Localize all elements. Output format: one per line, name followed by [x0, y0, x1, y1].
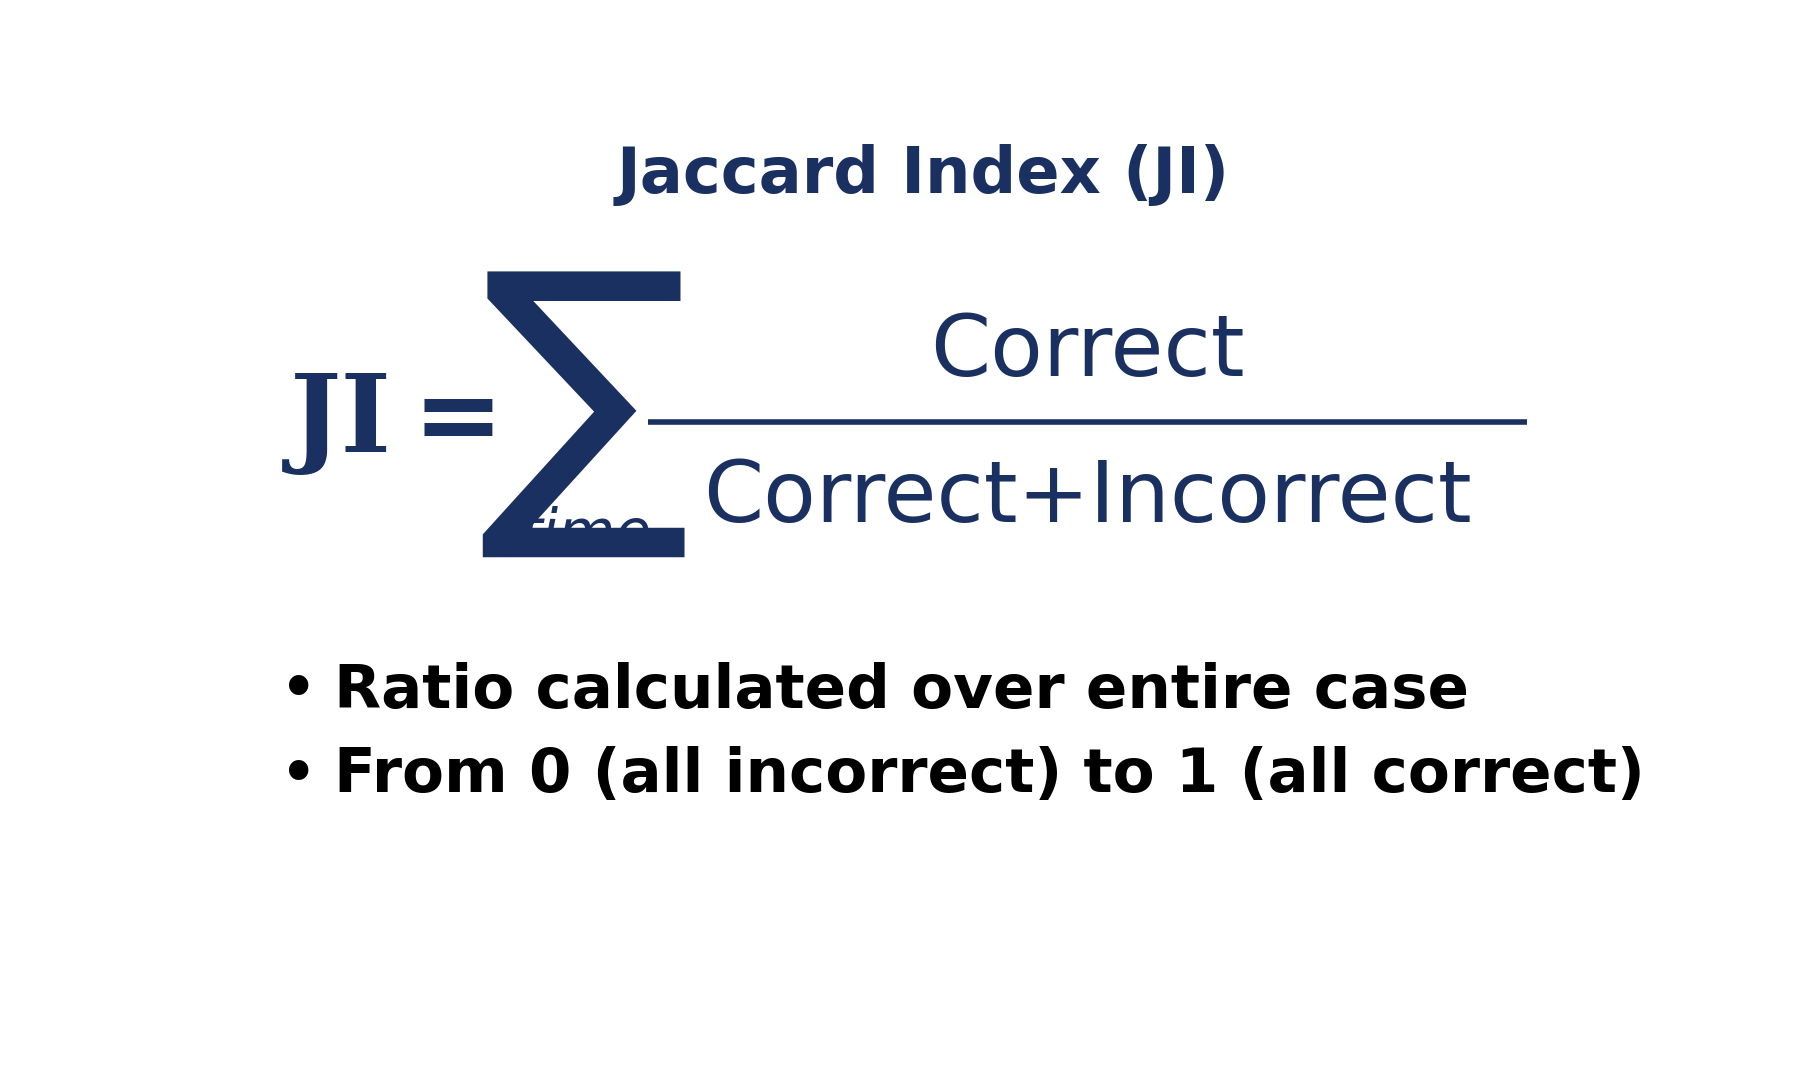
Text: •: • — [279, 743, 319, 808]
Text: $\sum$: $\sum$ — [477, 269, 686, 559]
Text: From 0 (all incorrect) to 1 (all correct): From 0 (all incorrect) to 1 (all correct… — [333, 746, 1644, 805]
Text: time: time — [519, 506, 652, 563]
Text: Jaccard Index (JI): Jaccard Index (JI) — [616, 144, 1230, 206]
Text: Correct+Incorrect: Correct+Incorrect — [702, 457, 1471, 540]
Text: Correct: Correct — [929, 311, 1244, 393]
Text: JI: JI — [290, 369, 393, 474]
Text: Ratio calculated over entire case: Ratio calculated over entire case — [333, 661, 1468, 720]
Text: •: • — [279, 658, 319, 725]
Text: =: = — [412, 369, 502, 474]
